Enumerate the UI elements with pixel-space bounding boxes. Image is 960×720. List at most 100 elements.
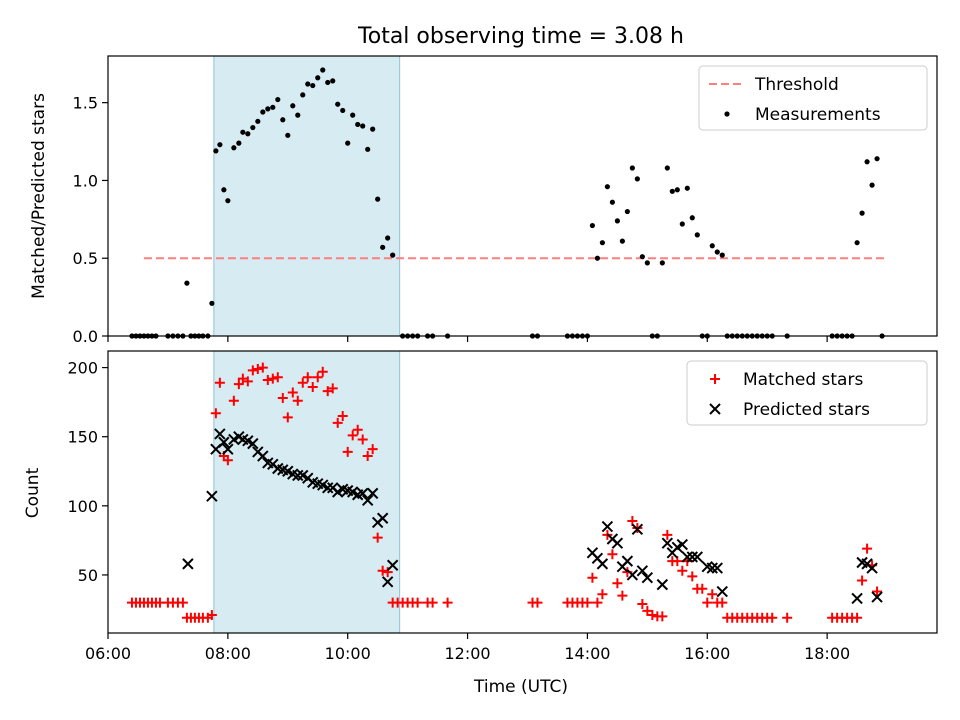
legend-label: Measurements [755,105,881,125]
legend-box [698,65,928,131]
measurement-point [754,333,760,339]
measurement-point [265,106,271,112]
matched-star-point [442,597,453,608]
measurement-point [694,232,700,238]
matched-star-point [247,365,258,376]
measurement-point [659,260,665,266]
matched-star-point [587,572,598,583]
predicted-star-point [386,559,399,571]
x-tick-label: 12:00 [445,644,491,663]
measurement-point [719,252,725,258]
predicted-star-point [361,494,374,507]
measurement-point [664,165,670,171]
measurement-point [644,260,650,266]
measurement-point [769,333,775,339]
measurement-point [679,221,685,227]
measurement-point [714,249,720,255]
legend: Threshold Measurements [698,65,928,131]
measurement-point [749,333,755,339]
top-chart-title: Total observing time = 3.08 h [357,24,684,49]
matched-star-point [262,375,273,386]
measurement-point [629,165,635,171]
measurement-point [350,112,356,118]
matched-star-point [862,543,873,554]
matched-star-point [857,575,868,586]
matched-star-point [702,597,713,608]
measurement-point [245,131,251,137]
measurement-point [614,218,620,224]
measurement-point [669,188,675,194]
measurement-point [859,210,865,216]
measurement-point [192,333,198,339]
predicted-star-point [851,592,863,605]
measurement-point [869,182,875,188]
measurement-point [844,333,850,339]
matched-star-point [617,590,628,601]
measurement-point [325,79,331,86]
legend-marker [709,403,721,415]
measurement-point [305,81,311,87]
measurement-point [250,124,256,131]
measurement-point [129,333,135,339]
y-tick-label: 0.5 [73,249,98,268]
measurement-point [196,333,202,339]
predicted-star-point [681,551,694,563]
predicted-star-point [611,537,624,549]
plot-frame [107,350,938,634]
measurement-point [724,333,730,339]
measurement-point [709,243,715,249]
measurement-point [133,333,139,339]
matched-star-point [382,567,393,578]
measurement-point [153,333,159,339]
matched-star-point [332,417,343,428]
measurement-point [390,252,396,258]
measurement-point [879,333,885,339]
measurement-point [704,333,710,339]
matched-star-point [327,383,338,394]
x-tick-label: 06:00 [85,644,131,663]
measurement-point [149,333,155,339]
matched-star-point [307,381,318,392]
predicted-star-point [292,469,304,482]
y-tick-label: 200 [67,359,98,378]
matched-star-point [257,362,268,373]
x-tick-label: 10:00 [325,644,371,663]
predicted-star-point [596,558,609,570]
measurement-point [180,333,186,339]
measurement-point [221,187,227,193]
measurement-point [145,333,151,339]
measurement-point [400,333,406,339]
legend-label: Predicted stars [743,400,870,420]
legend-marker [724,111,730,117]
predicted-star-point [356,487,369,500]
matched-star-point [337,410,348,421]
measurement-point [839,333,845,339]
y-tick-label: 150 [67,428,98,447]
measurement-point [355,121,361,128]
matched-star-point [242,376,253,387]
legend: Matched stars Predicted stars [686,360,928,426]
measurement-point [734,333,740,339]
matched-star-point [367,444,378,455]
x-tick-label: 16:00 [684,644,730,663]
measurement-point [370,126,376,132]
legend-box [686,360,928,426]
matched-star-point [767,612,778,623]
predicted-star-point [218,436,230,448]
measurement-point [599,240,606,246]
measurement-point [609,199,615,205]
measurement-point [141,333,147,339]
matched-star-point [342,446,353,457]
x-tick-label: 14:00 [564,644,610,663]
measurement-point [175,333,181,339]
measurement-point [290,103,296,109]
matched-star-point [297,377,308,388]
predicted-star-point [706,562,718,574]
predicted-star-point [656,578,669,591]
measurement-point [405,333,411,339]
predicted-star-point [247,437,259,450]
matched-star-point [302,372,313,383]
predicted-star-point [871,591,883,603]
matched-star-point [717,597,728,608]
